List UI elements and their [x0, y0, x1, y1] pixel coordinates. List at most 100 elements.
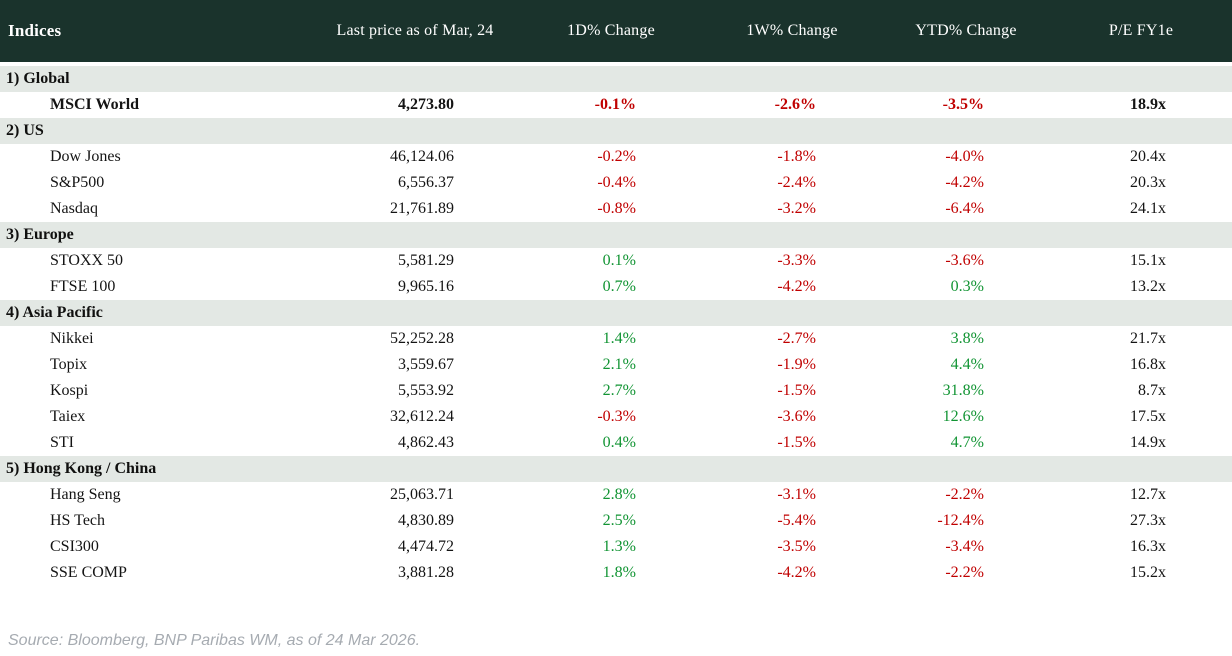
change-1d: 0.1% [602, 252, 636, 269]
index-name: Nasdaq [50, 200, 98, 217]
last-price: 52,252.28 [390, 330, 454, 347]
change-1w: -4.2% [777, 278, 816, 295]
change-ytd: -4.2% [945, 174, 984, 191]
pe-ratio: 17.5x [1130, 408, 1166, 425]
pe-ratio: 16.8x [1130, 356, 1166, 373]
change-1w: -3.5% [777, 538, 816, 555]
change-ytd: -3.6% [945, 252, 984, 269]
change-1w: -2.7% [777, 330, 816, 347]
change-1d: 2.1% [602, 356, 636, 373]
last-price: 21,761.89 [390, 200, 454, 217]
index-name: SSE COMP [50, 564, 127, 581]
change-1w: -3.3% [777, 252, 816, 269]
pe-ratio: 12.7x [1130, 486, 1166, 503]
change-ytd: 12.6% [942, 408, 984, 425]
pe-ratio: 16.3x [1130, 538, 1166, 555]
section-header: 5) Hong Kong / China [0, 456, 1232, 482]
last-price: 3,881.28 [398, 564, 454, 581]
last-price: 25,063.71 [390, 486, 454, 503]
index-name: Kospi [50, 382, 89, 399]
index-name: FTSE 100 [50, 278, 116, 295]
section-header: 1) Global [0, 66, 1232, 92]
table-row: HS Tech 4,830.89 2.5% -5.4% -12.4% 27.3x [0, 508, 1232, 534]
change-1w: -1.5% [777, 382, 816, 399]
change-1d: -0.2% [597, 148, 636, 165]
change-ytd: 3.8% [950, 330, 984, 347]
change-ytd: 4.4% [950, 356, 984, 373]
last-price: 4,862.43 [398, 434, 454, 451]
change-1d: -0.4% [597, 174, 636, 191]
table-row: Nikkei 52,252.28 1.4% -2.7% 3.8% 21.7x [0, 326, 1232, 352]
change-ytd: -4.0% [945, 148, 984, 165]
section-header: 2) US [0, 118, 1232, 144]
section-header: 4) Asia Pacific [0, 300, 1232, 326]
last-price: 4,830.89 [398, 512, 454, 529]
change-1d: 0.7% [602, 278, 636, 295]
table-row: Taiex 32,612.24 -0.3% -3.6% 12.6% 17.5x [0, 404, 1232, 430]
table-row: SSE COMP 3,881.28 1.8% -4.2% -2.2% 15.2x [0, 560, 1232, 586]
section-label: 3) Europe [6, 226, 74, 243]
section-header: 3) Europe [0, 222, 1232, 248]
table-row: CSI300 4,474.72 1.3% -3.5% -3.4% 16.3x [0, 534, 1232, 560]
change-1d: 1.3% [602, 538, 636, 555]
last-price: 32,612.24 [390, 408, 454, 425]
index-name: CSI300 [50, 538, 99, 555]
index-name: Taiex [50, 408, 86, 425]
pe-ratio: 13.2x [1130, 278, 1166, 295]
change-ytd: 4.7% [950, 434, 984, 451]
change-1d: 1.8% [602, 564, 636, 581]
section-label: 4) Asia Pacific [6, 304, 103, 321]
pe-ratio: 8.7x [1138, 382, 1166, 399]
change-ytd: 0.3% [950, 278, 984, 295]
table-row: STI 4,862.43 0.4% -1.5% 4.7% 14.9x [0, 430, 1232, 456]
change-ytd: -6.4% [945, 200, 984, 217]
table-row: Dow Jones 46,124.06 -0.2% -1.8% -4.0% 20.4x [0, 144, 1232, 170]
section-label: 2) US [6, 122, 44, 139]
change-1d: 2.8% [602, 486, 636, 503]
change-ytd: -2.2% [945, 564, 984, 581]
last-price: 5,553.92 [398, 382, 454, 399]
last-price: 5,581.29 [398, 252, 454, 269]
column-header-1d-change: 1D% Change [567, 22, 655, 39]
index-name: STOXX 50 [50, 252, 124, 269]
last-price: 46,124.06 [390, 148, 454, 165]
change-1d: 2.7% [602, 382, 636, 399]
table-body: 1) Global MSCI World 4,273.80 -0.1% -2.6% -3.… [0, 66, 1232, 586]
table-row: FTSE 100 9,965.16 0.7% -4.2% 0.3% 13.2x [0, 274, 1232, 300]
change-1w: -1.8% [777, 148, 816, 165]
last-price: 9,965.16 [398, 278, 454, 295]
last-price: 6,556.37 [398, 174, 454, 191]
table-header-row: Indices Last price as of Mar, 24 1D% Cha… [0, 0, 1232, 62]
last-price: 4,273.80 [398, 96, 454, 113]
index-name: STI [50, 434, 74, 451]
index-name: Dow Jones [50, 148, 121, 165]
change-1d: -0.3% [597, 408, 636, 425]
section-label: 5) Hong Kong / China [6, 460, 157, 477]
pe-ratio: 24.1x [1130, 200, 1166, 217]
pe-ratio: 15.1x [1130, 252, 1166, 269]
change-1w: -5.4% [777, 512, 816, 529]
change-ytd: -12.4% [937, 512, 984, 529]
table-row: S&P500 6,556.37 -0.4% -2.4% -4.2% 20.3x [0, 170, 1232, 196]
source-note: Source: Bloomberg, BNP Paribas WM, as of… [8, 632, 421, 649]
column-header-1w-change: 1W% Change [746, 22, 838, 39]
pe-ratio: 14.9x [1130, 434, 1166, 451]
table-row: MSCI World 4,273.80 -0.1% -2.6% -3.5% 18.9x [0, 92, 1232, 118]
table-row: Hang Seng 25,063.71 2.8% -3.1% -2.2% 12.7x [0, 482, 1232, 508]
index-name: Nikkei [50, 330, 94, 347]
table-row: Kospi 5,553.92 2.7% -1.5% 31.8% 8.7x [0, 378, 1232, 404]
pe-ratio: 20.4x [1130, 148, 1166, 165]
column-header-indices: Indices [8, 21, 62, 40]
table-row: Nasdaq 21,761.89 -0.8% -3.2% -6.4% 24.1x [0, 196, 1232, 222]
change-1d: 2.5% [602, 512, 636, 529]
change-ytd: -3.5% [942, 96, 984, 113]
change-ytd: -3.4% [945, 538, 984, 555]
pe-ratio: 18.9x [1130, 96, 1166, 113]
table-row: Topix 3,559.67 2.1% -1.9% 4.4% 16.8x [0, 352, 1232, 378]
change-1w: -3.2% [777, 200, 816, 217]
pe-ratio: 27.3x [1130, 512, 1166, 529]
change-ytd: 31.8% [942, 382, 984, 399]
column-header-last-price: Last price as of Mar, 24 [336, 22, 494, 39]
index-name: MSCI World [50, 96, 140, 113]
change-1w: -1.9% [777, 356, 816, 373]
